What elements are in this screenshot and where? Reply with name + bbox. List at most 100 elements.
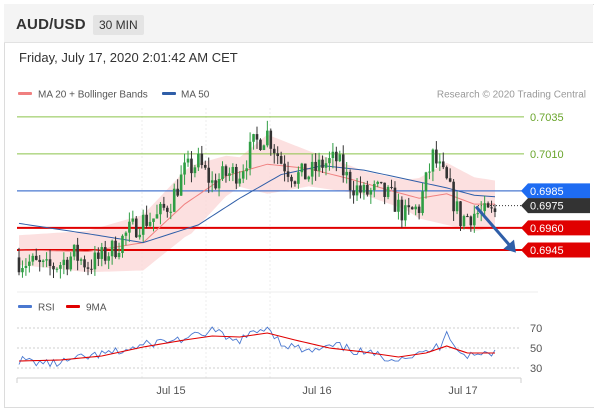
- candle-body: [431, 149, 435, 172]
- candle-body: [155, 214, 159, 219]
- candle-body: [286, 171, 290, 177]
- candle-body: [100, 247, 104, 259]
- candle-body: [48, 259, 52, 266]
- candle-body: [186, 158, 190, 163]
- candle-body: [259, 139, 262, 151]
- candle-body: [379, 181, 383, 183]
- pivot-label-tag: [521, 183, 590, 199]
- candle-body: [276, 153, 279, 157]
- candle-body: [59, 265, 62, 269]
- candle-body: [55, 268, 59, 270]
- candle-body: [272, 148, 276, 154]
- level-labels: 0.7035 0.7010 0.6985 0.6975 0.6960 0.6945: [521, 112, 590, 258]
- timestamp: Friday, July 17, 2020 2:01:42 AM CET: [19, 50, 238, 65]
- candle-body: [107, 256, 110, 261]
- candle-body: [138, 234, 142, 238]
- candle-body: [41, 260, 45, 262]
- candle-body: [452, 181, 455, 212]
- research-credit: Research © 2020 Trading Central: [437, 90, 586, 101]
- candlesticks: [17, 120, 497, 279]
- candle-body: [45, 259, 48, 261]
- candle-body: [79, 259, 83, 261]
- candle-body: [355, 185, 359, 196]
- candle-body: [252, 134, 255, 142]
- candle-body: [310, 161, 314, 177]
- timeframe-badge[interactable]: 30 MIN: [93, 15, 144, 35]
- bollinger-bands: [19, 134, 495, 273]
- ma50-legend-label: MA 50: [181, 90, 210, 101]
- candle-body: [372, 183, 376, 191]
- candle-body: [65, 259, 69, 270]
- candle-body: [417, 206, 421, 214]
- resistance-label: 0.7035: [530, 112, 564, 124]
- candle-body: [176, 188, 179, 196]
- bollinger-band-area: [19, 134, 495, 273]
- support-label: 0.6960: [530, 223, 564, 235]
- candle-body: [410, 207, 414, 210]
- candle-body: [459, 201, 462, 227]
- candle-body: [303, 163, 307, 180]
- ma50-line: [18, 165, 496, 244]
- candle-body: [217, 179, 221, 189]
- candle-body: [224, 166, 228, 176]
- candle-body: [424, 172, 428, 192]
- candle-body: [124, 232, 128, 236]
- candle-body: [159, 203, 162, 215]
- x-tick-label: Jul 16: [302, 385, 331, 397]
- candle-body: [103, 247, 107, 261]
- candle-body: [314, 161, 317, 171]
- rsi-tick-label: 30: [530, 363, 542, 375]
- candle-body: [148, 221, 152, 226]
- candle-body: [31, 255, 35, 262]
- candle-body: [269, 130, 273, 149]
- rsi-legend-swatch: [18, 305, 32, 308]
- candle-body: [38, 259, 41, 262]
- ma20-legend-swatch: [18, 92, 32, 95]
- forecast-arrow-head: [503, 239, 516, 253]
- candle-body: [197, 153, 200, 168]
- rsi-panel: 70 50 30: [17, 323, 542, 375]
- candle-body: [134, 218, 138, 238]
- candle-body: [114, 240, 117, 258]
- candle-body: [445, 167, 449, 179]
- ma50-legend-swatch: [162, 92, 176, 95]
- candle-body: [328, 158, 331, 164]
- candle-body: [421, 191, 424, 214]
- forecast-arrow-shaft: [474, 205, 514, 250]
- candle-body: [183, 162, 186, 175]
- candle-body: [21, 267, 24, 273]
- candle-body: [169, 211, 173, 213]
- x-axis: Jul 15 Jul 16 Jul 17: [16, 377, 522, 397]
- candle-body: [397, 199, 400, 212]
- widget-header: AUD/USD 30 MIN: [4, 4, 593, 43]
- candle-body: [486, 203, 490, 208]
- candle-body: [34, 255, 38, 260]
- rsi-legend-label: RSI: [38, 303, 55, 314]
- rsi-ma9-line: [18, 332, 495, 362]
- candle-body: [145, 214, 148, 226]
- candle-body: [297, 172, 300, 184]
- candle-body: [414, 206, 417, 210]
- candle-body: [93, 252, 97, 270]
- candle-body: [407, 205, 411, 208]
- candle-body: [448, 178, 452, 182]
- rsi-tick-label: 70: [530, 323, 542, 335]
- candle-body: [231, 166, 235, 174]
- candle-body: [86, 267, 90, 269]
- rsi-line: [18, 326, 496, 368]
- candle-body: [262, 145, 266, 151]
- candle-body: [483, 203, 486, 212]
- candle-body: [131, 218, 135, 222]
- candle-body: [72, 244, 76, 257]
- candle-body: [110, 240, 114, 257]
- candle-body: [235, 166, 238, 184]
- candle-body: [248, 141, 252, 169]
- candle-body: [266, 130, 269, 146]
- last-label-tag: [521, 198, 590, 214]
- candle-body: [338, 154, 342, 162]
- candle-body: [335, 151, 338, 162]
- rsi-tick-label: 50: [530, 343, 542, 355]
- ma9-legend-label: 9MA: [86, 303, 107, 314]
- candle-body: [490, 207, 493, 209]
